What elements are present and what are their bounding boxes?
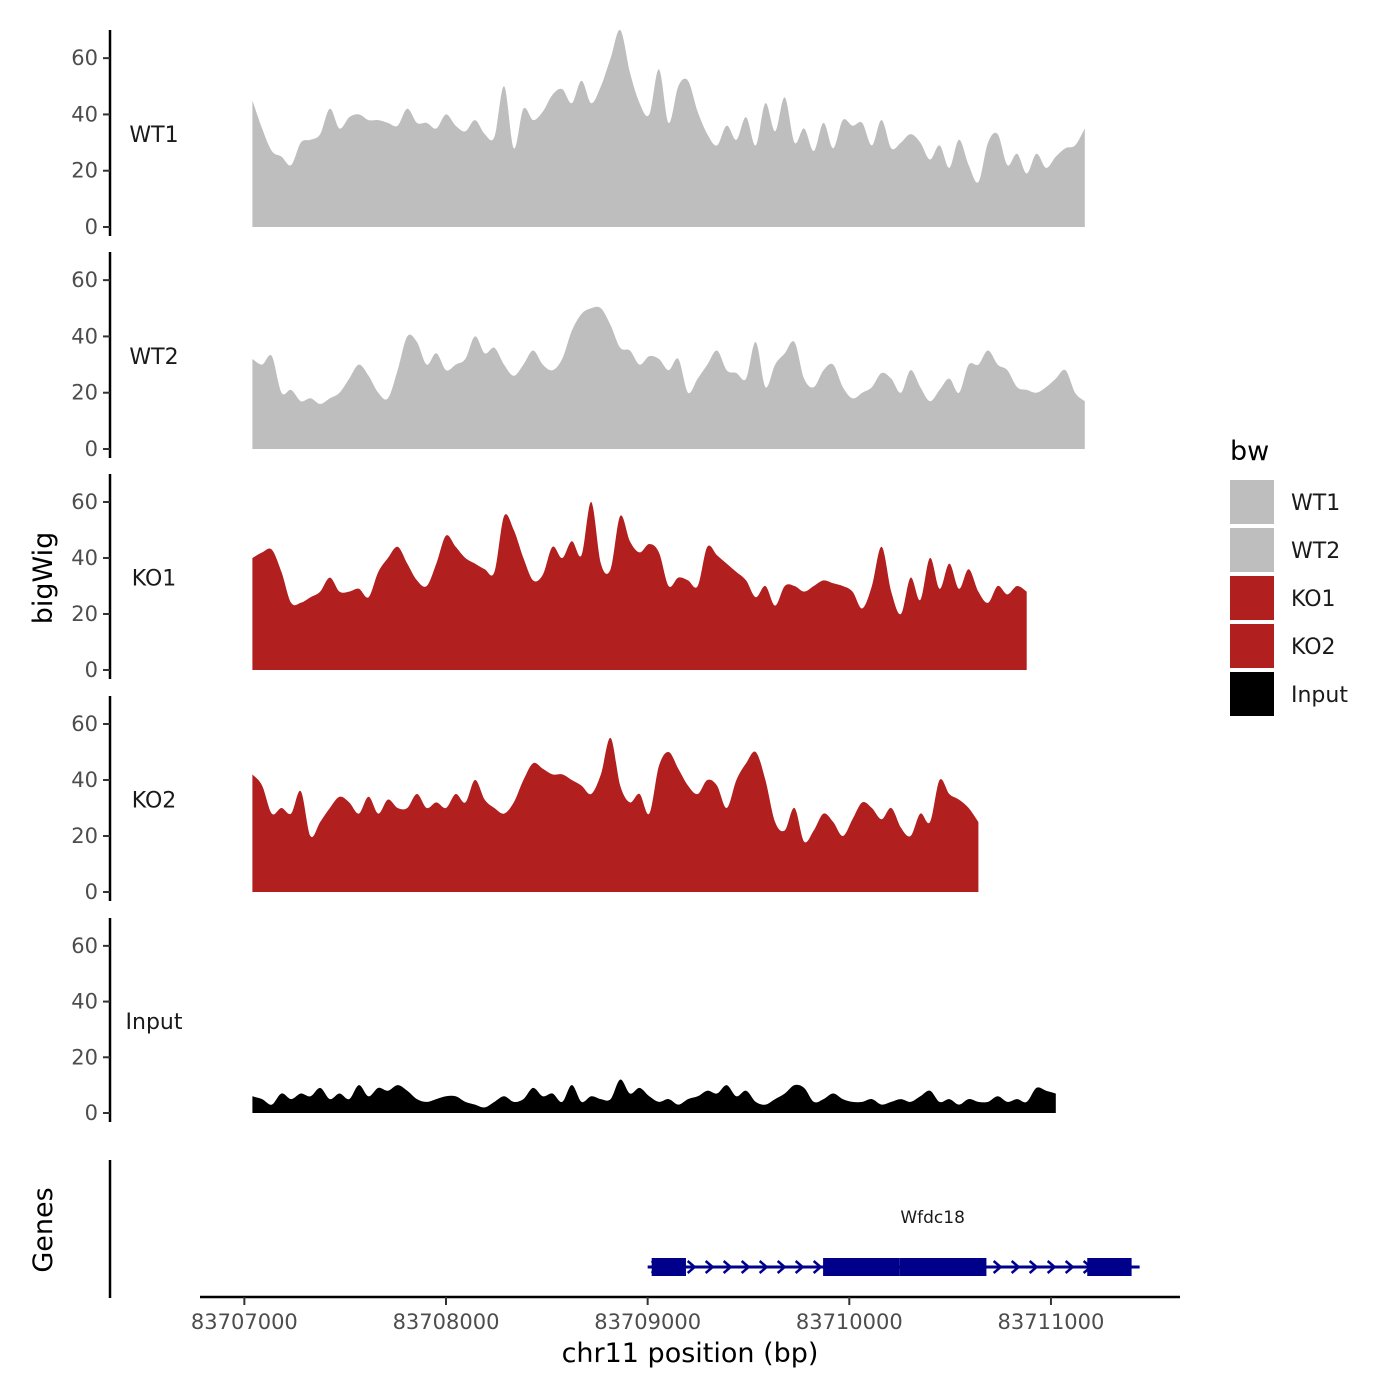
y-tick-label: 20 [71, 381, 98, 405]
legend-label: WT2 [1291, 539, 1340, 564]
strand-arrow [722, 1260, 733, 1274]
legend-key [1230, 480, 1274, 524]
legend-entry-wt1: WT1 [1230, 480, 1340, 524]
strand-arrow [704, 1260, 715, 1274]
legend-key [1230, 528, 1274, 572]
strand-arrow [686, 1260, 697, 1274]
area-ko2 [252, 737, 979, 892]
x-tick-label: 83709000 [594, 1310, 701, 1334]
y-tick-label: 60 [71, 268, 98, 292]
area-wt2 [252, 306, 1085, 449]
y-tick-label: 20 [71, 602, 98, 626]
strand-arrow [794, 1260, 805, 1274]
legend-key [1230, 576, 1274, 620]
strand-arrow [812, 1260, 823, 1274]
legend-key [1230, 624, 1274, 668]
area-ko1 [252, 501, 1027, 670]
y-tick-label: 20 [71, 1045, 98, 1069]
gene-exon [1087, 1258, 1132, 1276]
area-wt1 [252, 29, 1085, 227]
track-wt2: 0 20 40 60 WT2 [71, 252, 1085, 461]
legend-key [1230, 672, 1274, 716]
x-axis-title: chr11 position (bp) [562, 1338, 819, 1369]
gene-wfdc18: Wfdc18 [647, 1208, 1140, 1276]
strand-arrow [992, 1260, 1003, 1274]
y-tick-label: 0 [85, 1101, 98, 1125]
y-tick-label: 40 [71, 546, 98, 570]
y-tick-label: 40 [71, 324, 98, 348]
legend-entry-input: Input [1230, 672, 1348, 716]
strand-arrow [776, 1260, 787, 1274]
y-tick-label: 40 [71, 102, 98, 126]
x-tick-label: 83707000 [191, 1310, 298, 1334]
track-ko2: 0 20 40 60 KO2 [71, 696, 979, 904]
area-input [252, 1079, 1056, 1113]
gene-exon [651, 1258, 686, 1276]
gene-exon [823, 1258, 900, 1276]
track-label: WT2 [129, 345, 178, 370]
y-tick-label: 0 [85, 215, 98, 239]
strand-arrow [758, 1260, 769, 1274]
legend-entry-wt2: WT2 [1230, 528, 1340, 572]
y-tick-label: 20 [71, 824, 98, 848]
strand-arrow [1064, 1260, 1075, 1274]
x-tick-label: 83711000 [998, 1310, 1105, 1334]
legend-title: bw [1230, 436, 1269, 467]
strand-arrow [1028, 1260, 1039, 1274]
genes-axis-title: Genes [28, 1187, 59, 1272]
track-wt1: 0 20 40 60 WT1 [71, 29, 1085, 239]
y-tick-label: 40 [71, 768, 98, 792]
legend: bw WT1 WT2 KO1 KO2 Input [1230, 436, 1348, 716]
y-axis-title: bigWig [28, 532, 59, 625]
track-ko1: 0 20 40 60 KO1 [71, 474, 1027, 682]
track-label: WT1 [129, 123, 178, 148]
legend-label: KO1 [1291, 587, 1336, 612]
x-tick-label: 83710000 [796, 1310, 903, 1334]
legend-label: KO2 [1291, 635, 1336, 660]
y-tick-label: 60 [71, 934, 98, 958]
y-tick-label: 60 [71, 490, 98, 514]
track-input: 0 20 40 60 Input [71, 918, 1056, 1125]
x-axis: 83707000 83708000 83709000 83710000 83711000 [191, 1295, 1180, 1334]
genes-panel: Wfdc18 [108, 1160, 1140, 1298]
y-tick-label: 0 [85, 437, 98, 461]
y-tick-label: 60 [71, 712, 98, 736]
track-label: KO1 [132, 567, 177, 592]
gene-exon [899, 1258, 987, 1276]
legend-label: WT1 [1291, 491, 1340, 516]
gene-name-label: Wfdc18 [900, 1208, 965, 1228]
track-label: KO2 [132, 789, 177, 814]
y-tick-label: 0 [85, 880, 98, 904]
legend-entry-ko1: KO1 [1230, 576, 1336, 620]
legend-label: Input [1291, 683, 1348, 708]
legend-entry-ko2: KO2 [1230, 624, 1336, 668]
y-tick-label: 0 [85, 658, 98, 682]
x-tick-label: 83708000 [393, 1310, 500, 1334]
track-label: Input [126, 1010, 183, 1035]
strand-arrow [1010, 1260, 1021, 1274]
strand-arrow [740, 1260, 751, 1274]
y-tick-label: 40 [71, 990, 98, 1014]
strand-arrow [1046, 1260, 1057, 1274]
y-tick-label: 20 [71, 159, 98, 183]
signal-tracks: 0 20 40 60 WT1 0 20 40 60 WT2 0 20 40 60 KO1 0 20 40 60 KO2… [71, 29, 1085, 1125]
y-tick-label: 60 [71, 46, 98, 70]
